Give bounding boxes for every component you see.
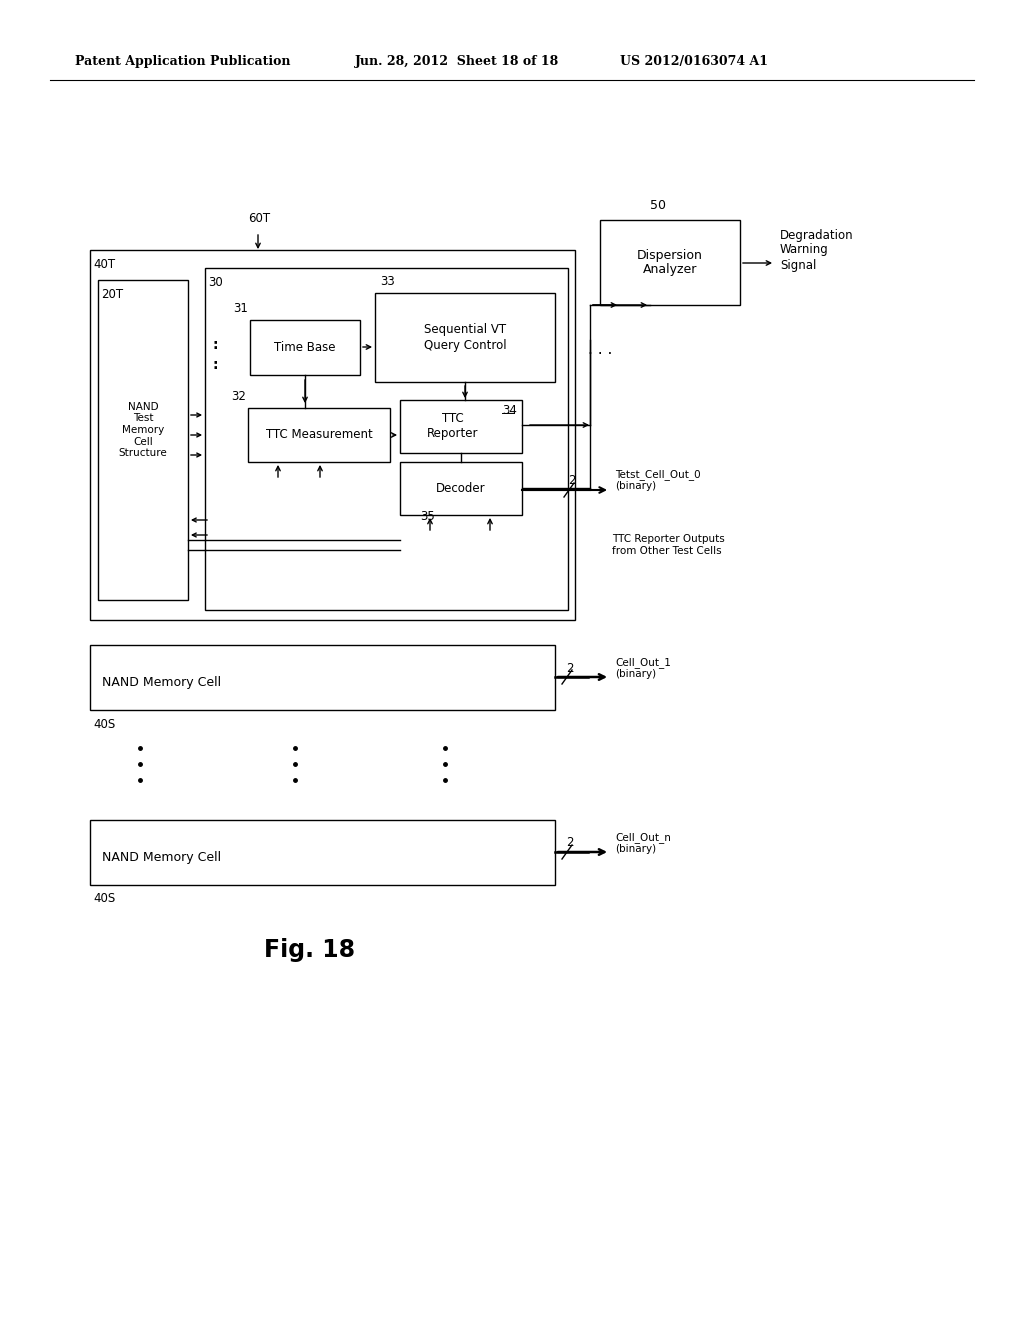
FancyBboxPatch shape bbox=[98, 280, 188, 601]
FancyBboxPatch shape bbox=[600, 220, 740, 305]
FancyBboxPatch shape bbox=[400, 400, 522, 453]
Text: 33: 33 bbox=[380, 275, 394, 288]
Text: Jun. 28, 2012  Sheet 18 of 18: Jun. 28, 2012 Sheet 18 of 18 bbox=[355, 55, 559, 69]
FancyBboxPatch shape bbox=[248, 408, 390, 462]
Text: 40S: 40S bbox=[93, 892, 116, 906]
FancyBboxPatch shape bbox=[90, 249, 575, 620]
Text: Sequential VT
Query Control: Sequential VT Query Control bbox=[424, 323, 506, 351]
Text: 2: 2 bbox=[566, 661, 573, 675]
Text: TTC Reporter Outputs
from Other Test Cells: TTC Reporter Outputs from Other Test Cel… bbox=[612, 535, 725, 556]
Text: Cell_Out_n
(binary): Cell_Out_n (binary) bbox=[615, 832, 671, 854]
Text: Cell_Out_1
(binary): Cell_Out_1 (binary) bbox=[615, 657, 671, 680]
Text: Tetst_Cell_Out_0
(binary): Tetst_Cell_Out_0 (binary) bbox=[615, 469, 700, 491]
Text: 50: 50 bbox=[650, 199, 666, 213]
Text: 40T: 40T bbox=[93, 257, 115, 271]
FancyBboxPatch shape bbox=[90, 820, 555, 884]
Text: 34: 34 bbox=[502, 404, 517, 417]
Text: 32: 32 bbox=[231, 389, 246, 403]
Text: :: : bbox=[212, 358, 218, 372]
FancyBboxPatch shape bbox=[90, 645, 555, 710]
Text: 20T: 20T bbox=[101, 288, 123, 301]
Text: Time Base: Time Base bbox=[274, 341, 336, 354]
Text: 35: 35 bbox=[420, 510, 435, 523]
Text: NAND
Test
Memory
Cell
Structure: NAND Test Memory Cell Structure bbox=[119, 401, 167, 458]
FancyBboxPatch shape bbox=[250, 319, 360, 375]
Text: 31: 31 bbox=[233, 302, 248, 315]
Text: TTC
Reporter: TTC Reporter bbox=[427, 412, 479, 441]
Text: US 2012/0163074 A1: US 2012/0163074 A1 bbox=[620, 55, 768, 69]
FancyBboxPatch shape bbox=[375, 293, 555, 381]
Text: 30: 30 bbox=[208, 276, 223, 289]
Text: Patent Application Publication: Patent Application Publication bbox=[75, 55, 291, 69]
Text: 40S: 40S bbox=[93, 718, 116, 730]
FancyBboxPatch shape bbox=[400, 462, 522, 515]
Text: NAND Memory Cell: NAND Memory Cell bbox=[102, 851, 221, 865]
Text: 2: 2 bbox=[566, 837, 573, 850]
Text: Fig. 18: Fig. 18 bbox=[264, 939, 355, 962]
Text: Degradation
Warning
Signal: Degradation Warning Signal bbox=[780, 228, 854, 272]
Text: Decoder: Decoder bbox=[436, 482, 485, 495]
Text: TTC Measurement: TTC Measurement bbox=[265, 429, 373, 441]
Text: :: : bbox=[212, 338, 218, 352]
Text: 2: 2 bbox=[568, 474, 575, 487]
Text: . . .: . . . bbox=[588, 342, 612, 358]
Text: 60T: 60T bbox=[248, 211, 270, 224]
Text: Dispersion
Analyzer: Dispersion Analyzer bbox=[637, 248, 702, 276]
Text: NAND Memory Cell: NAND Memory Cell bbox=[102, 676, 221, 689]
FancyBboxPatch shape bbox=[205, 268, 568, 610]
